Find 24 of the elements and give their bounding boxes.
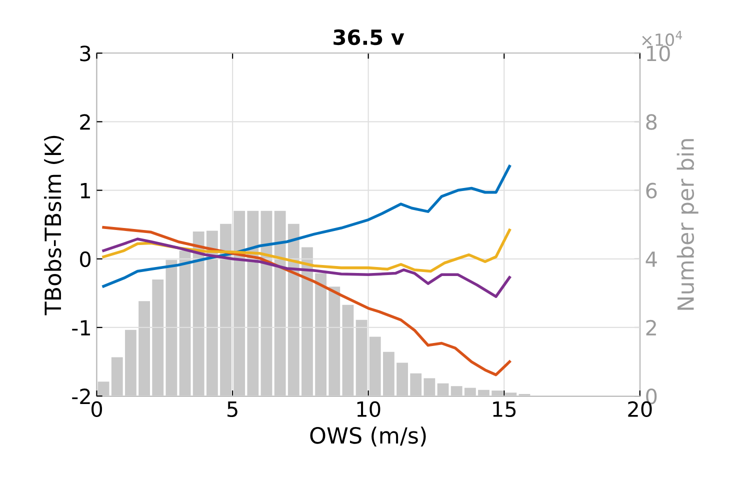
x-tick-label: 10 — [357, 401, 380, 418]
y-tick-label: 2 — [80, 114, 90, 130]
x-axis-title: OWS (m/s) — [310, 426, 426, 446]
y2-tick-label: 4 — [646, 252, 657, 267]
y2-tick-label: 2 — [646, 320, 656, 336]
x-tick-label: 15 — [493, 402, 516, 418]
y-tick-label: 1 — [80, 183, 90, 198]
x-tick-label: 5 — [228, 402, 238, 418]
y-tick-label: 0 — [80, 251, 91, 268]
line-series — [102, 238, 511, 298]
y-tick-label: 3 — [80, 46, 90, 62]
y-tick-label: -1 — [72, 320, 90, 336]
line-series — [102, 228, 511, 273]
y2-tick-label: 8 — [646, 114, 657, 130]
chart-title: 36.5 v — [334, 29, 404, 46]
y2-axis-title: Number per bin — [676, 139, 698, 310]
line-series — [102, 164, 511, 288]
y2-tick-label: 10 — [647, 46, 670, 62]
y-tick-label: -2 — [72, 388, 90, 404]
line-series — [102, 226, 511, 376]
y-axis-title: TBobs-TBsim (K) — [44, 136, 64, 316]
x-tick-label: 0 — [92, 401, 102, 418]
y2-tick-label: 6 — [646, 182, 657, 199]
text: ×10$^{4}$ — [642, 30, 682, 46]
